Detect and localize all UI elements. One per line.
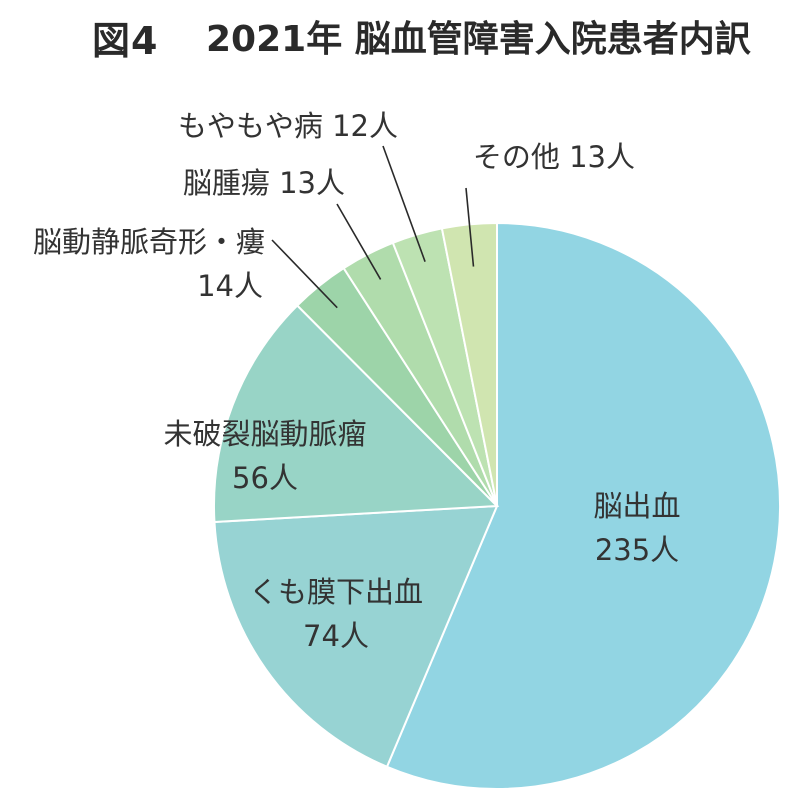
leader-line (336, 203, 382, 280)
slice-label: その他 13人 (473, 140, 635, 174)
slice-label-value: 14人 (197, 269, 263, 303)
slice-label-name: 脳出血 (593, 489, 680, 523)
slice-label-value: 56人 (232, 461, 298, 495)
leader-line (465, 187, 475, 267)
pie-slices (213, 221, 781, 790)
title-text: 2021年 脳血管障害入院患者内訳 (206, 19, 751, 60)
figure-label: 図4 (92, 19, 159, 63)
slice-label-value: 74人 (303, 619, 369, 653)
slice-label-name: 未破裂脳動脈瘤 (163, 417, 366, 451)
leader-line (271, 239, 338, 309)
leader-line (382, 145, 426, 262)
slice-label: もやもや病 12人 (178, 109, 398, 143)
slice-label-name: 脳動静脈奇形・瘻 (33, 225, 265, 259)
chart-title: 図4 2021年 脳血管障害入院患者内訳 (0, 4, 810, 64)
pie-slice (385, 221, 781, 790)
leader-lines (271, 145, 475, 309)
slice-label: 脳腫瘍 13人 (183, 166, 345, 200)
pie-slice (213, 304, 500, 524)
slice-label-value: 235人 (595, 533, 679, 567)
slice-label-name: くも膜下出血 (249, 575, 423, 609)
pie-slice (213, 504, 499, 769)
